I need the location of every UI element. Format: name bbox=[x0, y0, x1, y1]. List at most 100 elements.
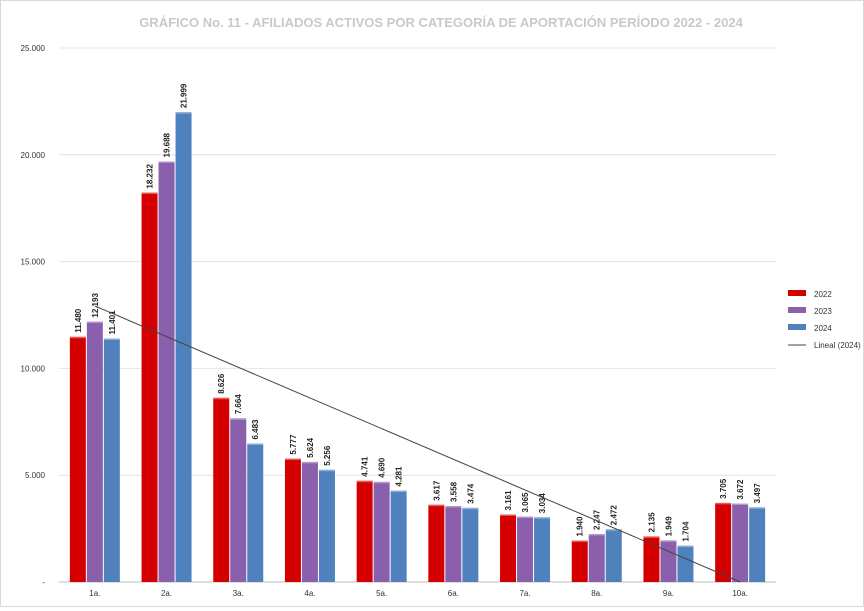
bar-highlight bbox=[141, 192, 158, 195]
y-tick-label: 20.000 bbox=[21, 151, 46, 160]
x-tick-label: 6a. bbox=[448, 589, 459, 598]
bar bbox=[677, 545, 694, 582]
data-label: 2.247 bbox=[593, 509, 602, 530]
x-tick-label: 1a. bbox=[89, 589, 100, 598]
bar-highlight bbox=[230, 418, 247, 420]
data-labels: 11.480 12.193 11.401 18.232 19.688 21.999 8.62… bbox=[74, 83, 762, 542]
data-label: 12.193 bbox=[91, 293, 100, 318]
x-axis: 1a. 2a. 3a. 4a. 5a. 6a. 7a. 8a. 9a. 10a. bbox=[89, 589, 748, 598]
data-label: 4.690 bbox=[378, 457, 387, 478]
data-label: 1.949 bbox=[664, 516, 673, 537]
data-label: 2.135 bbox=[647, 512, 656, 533]
bar bbox=[301, 461, 318, 582]
x-tick-label: 7a. bbox=[519, 589, 530, 598]
bar bbox=[69, 336, 86, 582]
bar bbox=[284, 458, 301, 582]
x-tick-label: 5a. bbox=[376, 589, 387, 598]
y-axis: - 5.000 10.000 15.000 20.000 25.000 bbox=[21, 44, 46, 587]
data-label: 18.232 bbox=[146, 164, 155, 189]
legend-label-trendline: Lineal (2024) bbox=[814, 341, 861, 350]
bar-highlight bbox=[373, 481, 390, 484]
data-label: 1.940 bbox=[576, 516, 585, 537]
trendline-line bbox=[94, 305, 741, 583]
bar bbox=[749, 507, 766, 582]
data-label: 11.480 bbox=[74, 308, 83, 333]
bar-highlight bbox=[445, 506, 462, 508]
data-label: 4.281 bbox=[395, 466, 404, 487]
bar bbox=[141, 192, 158, 582]
x-tick-label: 2a. bbox=[161, 589, 172, 598]
data-label: 3.672 bbox=[736, 479, 745, 500]
bar bbox=[86, 321, 103, 582]
data-label: 2.472 bbox=[610, 505, 619, 526]
bar bbox=[445, 506, 462, 582]
bar-highlight bbox=[247, 443, 264, 446]
bar-highlight bbox=[643, 536, 660, 538]
bar-highlight bbox=[284, 458, 301, 461]
legend-swatch-2023 bbox=[788, 307, 806, 313]
data-label: 7.664 bbox=[234, 394, 243, 415]
legend-label-2023: 2023 bbox=[814, 307, 832, 316]
bar-highlight bbox=[301, 461, 318, 464]
y-tick-label: - bbox=[42, 578, 45, 587]
bar bbox=[373, 481, 390, 582]
bar bbox=[588, 534, 605, 582]
y-tick-label: 25.000 bbox=[21, 44, 46, 53]
bar bbox=[462, 507, 479, 582]
x-tick-label: 3a. bbox=[233, 589, 244, 598]
bar-highlight bbox=[500, 514, 517, 516]
bar-highlight bbox=[588, 534, 605, 536]
legend-swatch-2022 bbox=[788, 290, 806, 296]
data-label: 21.999 bbox=[180, 83, 189, 108]
bar-highlight bbox=[390, 490, 407, 493]
data-label: 3.617 bbox=[432, 480, 441, 501]
bar bbox=[247, 443, 264, 582]
x-tick-label: 8a. bbox=[591, 589, 602, 598]
legend-swatch-2024 bbox=[788, 324, 806, 330]
bar-highlight bbox=[356, 480, 373, 483]
bar-highlight bbox=[660, 540, 677, 542]
bar-highlight bbox=[69, 336, 86, 339]
data-label: 3.705 bbox=[719, 478, 728, 499]
bar bbox=[500, 514, 517, 582]
bar bbox=[715, 502, 732, 582]
bar bbox=[517, 516, 534, 582]
bar bbox=[213, 397, 230, 582]
data-label: 5.624 bbox=[306, 437, 315, 458]
data-label: 6.483 bbox=[251, 419, 260, 440]
chart-title: GRÁFICO No. 11 - AFILIADOS ACTIVOS POR C… bbox=[139, 15, 743, 30]
x-tick-label: 4a. bbox=[304, 589, 315, 598]
bar bbox=[605, 529, 622, 582]
data-label: 8.626 bbox=[217, 373, 226, 394]
legend-label-2024: 2024 bbox=[814, 324, 832, 333]
bar-highlight bbox=[103, 338, 120, 340]
bar-highlight bbox=[677, 545, 694, 548]
bar-highlight bbox=[571, 540, 588, 543]
bar bbox=[175, 112, 192, 583]
bar-highlight bbox=[175, 112, 192, 114]
y-tick-label: 10.000 bbox=[21, 364, 46, 373]
bar-highlight bbox=[732, 503, 749, 506]
data-label: 5.777 bbox=[289, 434, 298, 455]
x-tick-label: 10a. bbox=[732, 589, 748, 598]
data-label: 11.401 bbox=[108, 310, 117, 335]
data-label: 4.741 bbox=[361, 456, 370, 477]
data-label: 3.034 bbox=[538, 493, 547, 514]
bar bbox=[534, 517, 551, 582]
bar bbox=[230, 418, 247, 582]
bar bbox=[356, 480, 373, 582]
bar bbox=[103, 338, 120, 582]
bar bbox=[732, 503, 749, 582]
bar bbox=[660, 540, 677, 582]
bar-highlight bbox=[428, 504, 445, 507]
bar bbox=[571, 540, 588, 582]
bar-highlight bbox=[318, 469, 335, 472]
bar-highlight bbox=[517, 516, 534, 519]
bar-highlight bbox=[86, 321, 103, 324]
bar-highlight bbox=[605, 529, 622, 531]
bar bbox=[428, 504, 445, 582]
data-label: 3.474 bbox=[466, 483, 475, 504]
legend-label-2022: 2022 bbox=[814, 290, 832, 299]
